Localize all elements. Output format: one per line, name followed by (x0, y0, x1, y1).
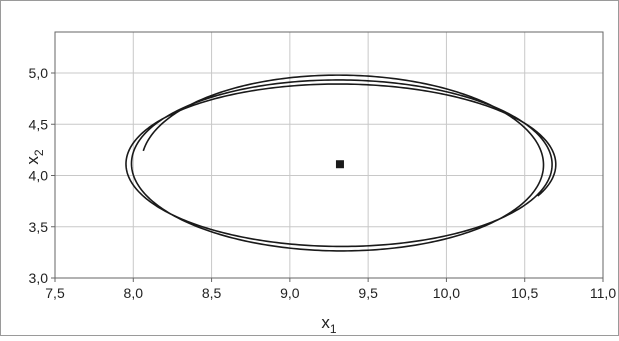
x-tick-label: 9,5 (358, 285, 378, 301)
y-tick-label: 5,0 (29, 65, 49, 81)
x-tick-label: 10,0 (433, 285, 460, 301)
x-tick-label: 7,5 (45, 285, 65, 301)
x-axis-label: x1 (321, 313, 337, 336)
x-tick-label: 11,0 (590, 285, 616, 301)
series-layer (125, 74, 557, 252)
y-tick-label: 4,0 (29, 168, 49, 184)
x-tick-label: 8,0 (124, 285, 144, 301)
y-tick-label: 3,5 (29, 219, 49, 235)
x-tick-label: 8,5 (202, 285, 222, 301)
equilibrium-point-marker (335, 160, 344, 169)
gridlines (55, 32, 603, 278)
trajectory-line (125, 74, 557, 252)
tick-labels: 7,5 8,0 8,5 9,0 9,5 10,0 10,5 11,0 3,0 3,5 4,0 4,5 5… (29, 65, 617, 301)
y-tick-label: 3,0 (29, 270, 49, 286)
y-tick-label: 4,5 (29, 116, 49, 132)
x-tick-label: 10,5 (511, 285, 538, 301)
plot-area (54, 31, 604, 279)
x-tick-label: 9,0 (280, 285, 300, 301)
y-axis-label: x2 (23, 149, 46, 165)
